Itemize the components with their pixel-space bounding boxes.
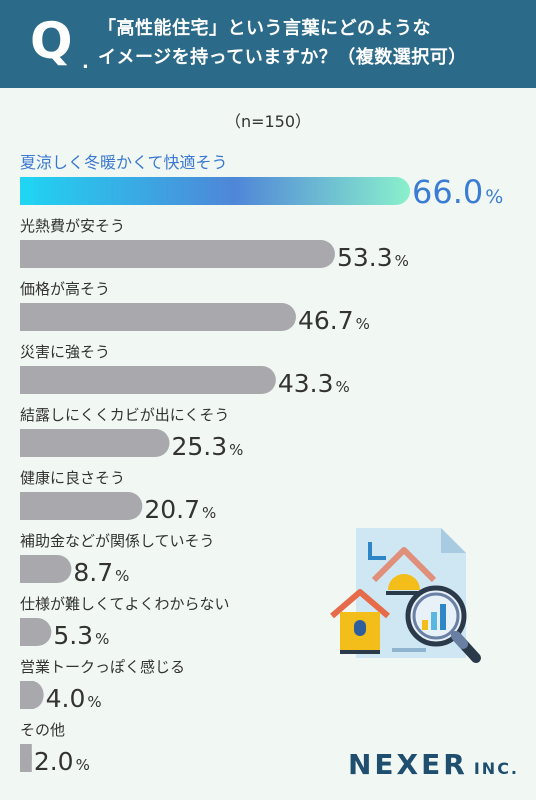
category-label: 結露しにくくカビが出にくそう: [20, 406, 229, 424]
bar-left-cap: [20, 240, 34, 268]
bar-left-cap: [20, 492, 34, 520]
value-label: 2.0%: [34, 747, 90, 776]
bar-left-cap: [20, 303, 34, 331]
logo-sub-text: INC.: [473, 759, 520, 778]
bar: [20, 240, 335, 268]
category-label: 災害に強そう: [20, 343, 110, 361]
category-label: 夏涼しく冬暖かくて快適そう: [20, 153, 228, 172]
question-dot: .: [82, 52, 89, 73]
question-mark-label: Q: [30, 12, 73, 70]
category-label: 価格が高そう: [20, 280, 110, 298]
question-text: 「高性能住宅」という言葉にどのような イメージを持っていますか？（複数選択可）: [98, 14, 528, 72]
category-label: その他: [20, 721, 65, 739]
bar-left-cap: [20, 618, 34, 646]
category-label: 仕様が難しくてよくわからない: [20, 595, 230, 613]
value-label: 8.7%: [73, 558, 129, 587]
bar-left-cap: [20, 366, 34, 394]
bar-left-cap: [20, 681, 34, 709]
question-header: Q . 「高性能住宅」という言葉にどのような イメージを持っていますか？（複数選…: [0, 0, 536, 88]
value-label: 5.3%: [53, 621, 109, 650]
bar-left-cap: [20, 555, 34, 583]
logo-main-text: NEXER: [348, 748, 468, 781]
category-label: 補助金などが関係していそう: [20, 532, 215, 550]
category-label: 健康に良さそう: [20, 469, 125, 487]
value-label: 4.0%: [46, 684, 102, 713]
question-line-2: イメージを持っていますか？（複数選択可）: [98, 47, 467, 68]
bar-left-cap: [20, 744, 32, 772]
nexer-logo: NEXER INC.: [348, 748, 519, 781]
value-label: 53.3%: [337, 243, 409, 272]
bar: [20, 366, 276, 394]
category-label: 光熱費が安そう: [20, 217, 125, 235]
bar: [20, 177, 410, 205]
category-label: 営業トークっぽく感じる: [20, 658, 185, 676]
question-line-1: 「高性能住宅」という言葉にどのような: [98, 18, 431, 39]
value-label: 25.3%: [172, 432, 244, 461]
bar-left-cap: [20, 429, 34, 457]
value-label: 20.7%: [144, 495, 216, 524]
bar: [20, 429, 170, 457]
sample-size-note: （n=150）: [224, 112, 312, 131]
bar-left-cap: [20, 177, 34, 205]
value-label: 66.0%: [412, 173, 503, 211]
house-document-magnifier-icon: [330, 528, 481, 663]
bar: [20, 492, 143, 520]
value-label: 46.7%: [298, 306, 370, 335]
bar: [20, 303, 296, 331]
bars-layer: 夏涼しく冬暖かくて快適そう 66.0 % 光熱費が安そう 53.3 % 価格が高そう 46.7…: [20, 153, 503, 776]
value-label: 43.3%: [278, 369, 350, 398]
